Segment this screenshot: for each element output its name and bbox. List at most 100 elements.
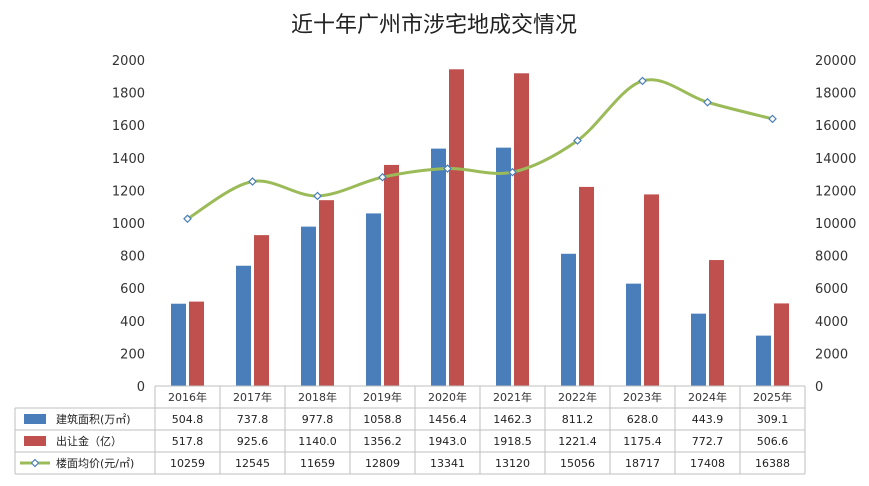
data-table-cell: 16388 [755, 457, 790, 470]
data-table-cell: 628.0 [627, 413, 659, 426]
data-table-cell: 17408 [690, 457, 725, 470]
legend-marker [30, 458, 40, 468]
x-category-label: 2025年 [753, 390, 792, 404]
x-category-label: 2019年 [363, 390, 402, 404]
bar [644, 194, 659, 386]
y-right-tick-label: 2000 [815, 347, 848, 362]
bar [254, 235, 269, 386]
data-table-cell: 12809 [365, 457, 400, 470]
data-table-cell: 1456.4 [428, 413, 467, 426]
bar [301, 226, 316, 386]
x-category-label: 2016年 [168, 390, 207, 404]
line-point [703, 97, 712, 107]
bar [384, 164, 399, 386]
bar [774, 303, 789, 386]
legend-swatch [24, 436, 46, 446]
bar [709, 260, 724, 386]
bar [431, 148, 446, 386]
data-table-cell: 506.6 [757, 435, 789, 448]
line-point [313, 191, 322, 201]
data-table-cell: 772.7 [692, 435, 724, 448]
y-right-tick-label: 10000 [815, 217, 856, 232]
y-right-tick-label: 14000 [815, 152, 856, 167]
y-right-tick-label: 8000 [815, 250, 848, 265]
x-category-label: 2022年 [558, 390, 597, 404]
data-table-cell: 1140.0 [298, 435, 337, 448]
y-left-tick-label: 1000 [112, 217, 145, 232]
data-table-cell: 18717 [625, 457, 660, 470]
bar [366, 213, 381, 386]
bar [579, 186, 594, 386]
y-left-tick-label: 400 [120, 315, 145, 330]
data-table-cell: 811.2 [562, 413, 594, 426]
y-right-tick-label: 12000 [815, 184, 856, 199]
bars [171, 69, 789, 387]
y-left-tick-label: 1800 [112, 87, 145, 102]
chart-title: 近十年广州市涉宅地成交情况 [291, 13, 577, 38]
bar [319, 200, 334, 386]
bar [561, 253, 576, 386]
data-table-cell: 13120 [495, 457, 530, 470]
legend-swatch [24, 414, 46, 424]
data-table-cell: 504.8 [172, 413, 204, 426]
y-left-tick-label: 2000 [112, 54, 145, 69]
data-table-cell: 12545 [235, 457, 270, 470]
y-left-tick-label: 600 [120, 282, 145, 297]
data-table-cell: 1356.2 [363, 435, 402, 448]
data-table-cell: 11659 [300, 457, 335, 470]
data-table-cell: 1221.4 [558, 435, 597, 448]
y-right-tick-label: 18000 [815, 87, 856, 102]
y-right-tick-label: 6000 [815, 282, 848, 297]
y-right-tick-label: 16000 [815, 119, 856, 134]
line-point [248, 177, 257, 186]
data-table-cell: 1918.5 [493, 435, 532, 448]
line-point [443, 164, 452, 173]
price-line [183, 76, 777, 224]
line-point [378, 172, 387, 182]
y-right-tick-label: 20000 [815, 54, 856, 69]
y-left-tick-label: 1200 [112, 184, 145, 199]
data-table-cell: 13341 [430, 457, 465, 470]
data-table-cell: 1462.3 [493, 413, 532, 426]
data-table-cell: 977.8 [302, 413, 334, 426]
series-line [186, 78, 773, 221]
data-table-cell: 1058.8 [363, 413, 402, 426]
x-category-label: 2020年 [428, 390, 467, 404]
data-table: 2016年 2017年 2018年 2019年 2020年 2021年 2022年 2023年… [14, 385, 806, 475]
data-table-cell: 309.1 [757, 413, 789, 426]
x-category-label: 2017年 [233, 390, 272, 404]
data-table-cell: 517.8 [172, 435, 204, 448]
y-right-tick-label: 0 [815, 380, 823, 395]
data-table-cell: 443.9 [692, 413, 724, 426]
x-category-label: 2021年 [493, 390, 532, 404]
line-point [573, 136, 582, 145]
data-table-cell: 1175.4 [623, 435, 662, 448]
bar [496, 147, 511, 386]
y-left-tick-label: 1600 [112, 119, 145, 134]
line-point [508, 167, 517, 177]
y-left-tick-label: 0 [137, 380, 145, 395]
bar [756, 335, 771, 386]
bar [626, 283, 641, 386]
data-table-cell: 15056 [560, 457, 595, 470]
bar [171, 303, 186, 386]
data-table-cell: 10259 [170, 457, 205, 470]
y-left-tick-label: 200 [120, 347, 145, 362]
data-table-cell: 925.6 [237, 435, 269, 448]
line-point [638, 76, 647, 86]
y-right-tick-label: 4000 [815, 315, 848, 330]
bar [449, 69, 464, 386]
bar [514, 73, 529, 387]
bar [691, 313, 706, 386]
line-point [768, 114, 777, 124]
legend-label: 楼面均价(元/㎡) [56, 456, 134, 470]
y-left-tick-label: 800 [120, 250, 145, 265]
legend-label: 出让金（亿） [56, 434, 122, 448]
y-left-tick-label: 1400 [112, 152, 145, 167]
x-category-label: 2023年 [623, 390, 662, 404]
bar [189, 301, 204, 386]
x-category-label: 2018年 [298, 390, 337, 404]
data-table-cell: 737.8 [237, 413, 269, 426]
legend-label: 建筑面积(万㎡) [56, 412, 131, 426]
